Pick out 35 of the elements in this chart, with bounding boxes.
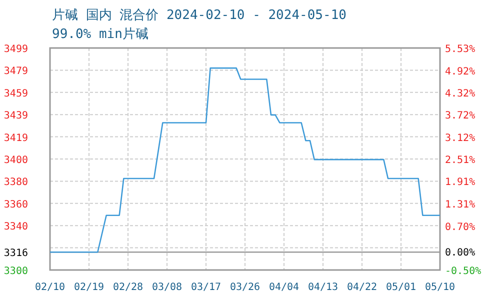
x-tick-label: 02/10	[34, 282, 66, 293]
y2-tick-label: 0.00%	[445, 248, 476, 259]
y2-tick-label: 1.31%	[445, 199, 476, 210]
x-tick-label: 05/01	[386, 282, 416, 293]
x-tick-label: 03/08	[152, 282, 182, 293]
chart-subtitle: 99.0% min片碱	[52, 27, 148, 42]
y-tick-label: 3439	[4, 110, 28, 122]
y2-tick-label: 0.70%	[445, 222, 476, 233]
x-tick-label: 04/13	[308, 282, 338, 293]
y-tick-label: 3419	[4, 132, 28, 144]
x-tick-label: 02/28	[112, 282, 144, 293]
x-tick-label: 05/10	[424, 282, 456, 293]
y-tick-label: 3360	[4, 199, 28, 210]
y2-tick-label: 1.91%	[445, 177, 476, 188]
y-tick-label: 3340	[4, 222, 28, 233]
chart-title: 片碱 国内 混合价 2024-02-10 - 2024-05-10	[52, 8, 346, 23]
y2-tick-label: 2.51%	[445, 155, 476, 166]
y-tick-label: 3499	[4, 44, 28, 55]
y-tick-label: 3479	[4, 66, 28, 78]
y2-tick-label: 3.12%	[445, 132, 476, 144]
y2-tick-label: -0.50%	[445, 266, 482, 277]
y2-tick-label: 3.72%	[445, 110, 476, 122]
y-tick-label: 3400	[4, 155, 28, 166]
y-tick-label: 3316	[4, 248, 28, 260]
x-tick-label: 04/22	[346, 282, 378, 293]
y-tick-label: 3300	[4, 266, 28, 277]
y2-tick-label: 4.32%	[445, 88, 476, 100]
x-tick-label: 04/04	[268, 282, 300, 293]
x-tick-label: 02/19	[74, 282, 104, 293]
y2-tick-label: 5.53%	[445, 44, 476, 55]
x-tick-label: 03/26	[230, 282, 260, 293]
y-tick-label: 3380	[4, 177, 28, 188]
y-tick-label: 3459	[4, 88, 28, 100]
y2-tick-label: 4.92%	[445, 66, 476, 78]
x-tick-label: 03/17	[190, 282, 222, 293]
